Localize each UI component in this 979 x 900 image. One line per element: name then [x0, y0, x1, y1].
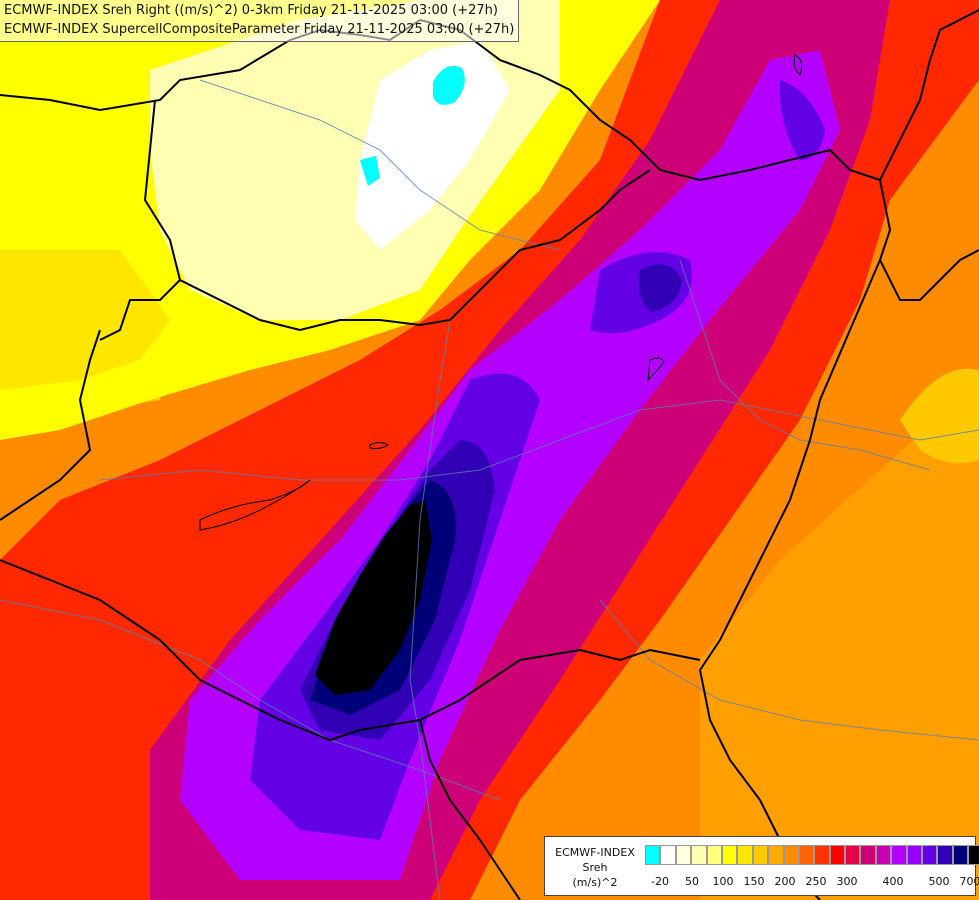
legend-ticks: -20 50 100 150 200 250 300 400 500 700 [645, 875, 979, 889]
legend-swatch [814, 845, 830, 865]
legend-tick-label: 700 [959, 875, 979, 888]
field-east-orange [700, 380, 979, 900]
legend-tick-label: 50 [685, 875, 699, 888]
legend-tick-label: -20 [651, 875, 669, 888]
legend-title-line1: ECMWF-INDEX [555, 846, 635, 859]
legend-tick-label: 150 [743, 875, 765, 888]
legend-tick-label: 300 [836, 875, 858, 888]
legend-swatches [645, 845, 979, 865]
legend-swatch [675, 845, 692, 865]
legend-swatch [737, 845, 753, 865]
legend-tick-label: 200 [774, 875, 796, 888]
rivers [0, 79, 979, 900]
legend-swatch [645, 845, 661, 865]
legend-swatch [922, 845, 938, 865]
map-title-line2: ECMWF-INDEX SupercellCompositeParameter … [4, 22, 515, 37]
country-borders [0, 9, 979, 900]
legend-swatch [968, 845, 979, 865]
legend-tick-label: 100 [712, 875, 734, 888]
map-title-line1: ECMWF-INDEX Sreh Right ((m/s)^2) 0-3km F… [4, 3, 498, 18]
legend-title-line3: (m/s)^2 [572, 876, 618, 889]
legend-tick-label: 400 [882, 875, 904, 888]
legend-swatch [783, 845, 799, 865]
legend-swatch [829, 845, 846, 865]
color-legend: ECMWF-INDEX Sreh (m/s)^2 -20 50 100 150 200 2… [544, 836, 979, 896]
lakes [199, 54, 803, 531]
map-title-box: ECMWF-INDEX Sreh Right ((m/s)^2) 0-3km F… [0, 0, 520, 42]
legend-swatch [798, 845, 815, 865]
legend-swatch [768, 845, 784, 865]
legend-swatch [721, 845, 738, 865]
legend-swatch [937, 845, 953, 865]
legend-tick-label: 500 [928, 875, 950, 888]
legend-swatch [845, 845, 861, 865]
legend-swatch [706, 845, 722, 865]
legend-swatch [891, 845, 907, 865]
field-cyan-2 [360, 156, 380, 186]
field-cyan-1 [433, 65, 465, 105]
legend-swatch [906, 845, 923, 865]
field-black-core [315, 500, 432, 695]
field-north-yellow-2 [0, 250, 170, 390]
legend-swatch [752, 845, 769, 865]
legend-swatch [952, 845, 969, 865]
legend-swatch [860, 845, 876, 865]
legend-swatch [660, 845, 676, 865]
legend-swatch [875, 845, 892, 865]
legend-swatch [691, 845, 707, 865]
legend-title-line2: Sreh [582, 861, 608, 874]
legend-tick-label: 250 [805, 875, 827, 888]
field-north-white [355, 40, 510, 250]
legend-title: ECMWF-INDEX Sreh (m/s)^2 [545, 845, 645, 890]
